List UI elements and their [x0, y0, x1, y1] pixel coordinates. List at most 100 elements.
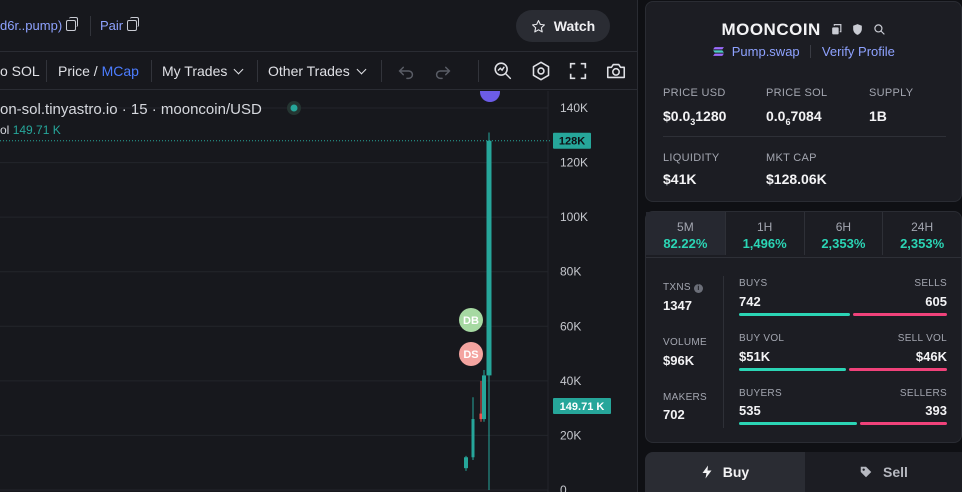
sellers-value: 393 [925, 403, 947, 418]
price-axis-tick: 20K [560, 428, 581, 442]
last-price-tag [553, 132, 591, 149]
chart-header: d6r..pump) Pair Watch [0, 0, 637, 52]
chart-toolbar: o SOL Price / MCap My Trades Other Trade… [0, 52, 637, 90]
price-axis-tick: 40K [560, 374, 581, 388]
price-axis-tick: 140K [560, 101, 588, 115]
mcap-option: MCap [101, 63, 139, 79]
info-icon[interactable]: i [693, 284, 703, 293]
buys-ratio-bar [739, 313, 850, 316]
buy-label: Buy [722, 464, 750, 480]
price-mcap-toggle[interactable]: Price / MCap [58, 63, 139, 79]
sell-label: Sell [883, 464, 908, 480]
watch-label: Watch [553, 18, 596, 34]
settings-icon[interactable] [530, 60, 552, 82]
price-chart[interactable]: 140K 120K 100K 80K 60K 40K 20K 0 DB DS 128K 149.71 … [0, 91, 638, 492]
chart-panel: d6r..pump) Pair Watch o SOL Price / MCap… [0, 0, 638, 492]
buyers-ratio-bar [739, 422, 857, 425]
chart-canvas[interactable]: 140K 120K 100K 80K 60K 40K 20K 0 DB DS 128K 149.71 … [0, 91, 638, 492]
price-sol-main: 0.0 [766, 108, 786, 124]
solana-icon [713, 47, 725, 56]
divider [810, 45, 812, 58]
txns-label-text: TXNS [663, 282, 691, 293]
divider [478, 60, 479, 82]
sell-vol-ratio-bar [849, 368, 947, 371]
timeframe-tab-5m[interactable]: 5M 82.22% [646, 212, 725, 255]
buyers-label: BUYERS [739, 388, 782, 399]
divider [381, 60, 382, 82]
timeframe-change: 2,353% [821, 236, 866, 251]
dex-link[interactable]: Pump.swap [731, 44, 800, 59]
price-usd-main: $0.0 [663, 108, 691, 124]
other-trades-label: Other Trades [268, 63, 350, 79]
currency-toggle-sol[interactable]: o SOL [0, 63, 40, 79]
watch-button[interactable]: Watch [516, 10, 610, 42]
buy-vol-ratio-bar [739, 368, 846, 371]
price-sol-zeros: 6 [785, 116, 791, 127]
buys-label: BUYS [739, 278, 768, 289]
dev-buy-marker [459, 308, 483, 332]
candle-body [486, 140, 492, 376]
my-trades-label: My Trades [162, 63, 228, 79]
price-axis-tick: 60K [560, 319, 581, 333]
price-usd-zeros: 3 [690, 116, 696, 127]
divider [257, 60, 258, 82]
indicator-search-icon[interactable] [492, 60, 514, 82]
pair-text: Pair [100, 18, 124, 33]
timeframe-label: 5M [677, 220, 694, 234]
volume-tag [553, 398, 611, 414]
copy-icon[interactable] [830, 23, 843, 36]
undo-icon[interactable] [395, 60, 417, 82]
supply-label: SUPPLY [869, 87, 914, 99]
divider [723, 276, 724, 428]
search-icon[interactable] [873, 23, 886, 36]
redo-icon[interactable] [432, 60, 454, 82]
buyers-value: 535 [739, 403, 761, 418]
star-icon [531, 19, 545, 32]
timeframe-tab-6h[interactable]: 6H 2,353% [803, 212, 883, 255]
candle-body [482, 375, 486, 420]
volume-tag-label: 149.71 K [560, 401, 605, 413]
divider [663, 136, 946, 137]
price-usd-value: $0.031280 [663, 108, 726, 127]
buy-vol-label: BUY VOL [739, 333, 785, 344]
sellers-label: SELLERS [899, 388, 947, 399]
price-axis-tick: 100K [560, 210, 588, 224]
divider [151, 60, 152, 82]
token-address[interactable]: d6r..pump) [0, 17, 79, 33]
other-trades-dropdown[interactable]: Other Trades [268, 63, 367, 79]
price-axis-tick: 120K [560, 156, 588, 170]
pair-link[interactable]: Pair [100, 17, 140, 33]
copy-icon[interactable] [66, 17, 79, 31]
timeframe-tab-24h[interactable]: 24H 2,353% [882, 212, 961, 255]
sellers-ratio-bar [860, 422, 947, 425]
dev-sell-marker [459, 342, 483, 366]
token-name: MOONCOIN [721, 20, 821, 39]
price-option: Price [58, 63, 90, 79]
verify-profile-link[interactable]: Verify Profile [821, 44, 895, 59]
chevron-down-icon [233, 64, 244, 75]
timeframe-change: 1,496% [742, 236, 787, 251]
liquidity-label: LIQUIDITY [663, 152, 720, 164]
copy-icon[interactable] [127, 17, 140, 31]
txns-value: 1347 [663, 298, 692, 313]
price-sol-value: 0.067084 [766, 108, 822, 127]
buy-tab[interactable]: Buy [645, 452, 805, 492]
shield-icon[interactable] [851, 23, 864, 36]
timeframe-tab-1h[interactable]: 1H 1,496% [724, 212, 804, 255]
camera-icon[interactable] [605, 60, 627, 82]
supply-value: 1B [869, 108, 887, 124]
candle-body [471, 419, 475, 458]
volume-value: $96K [663, 353, 695, 368]
timeframe-label: 1H [756, 220, 773, 234]
candle-body [479, 413, 483, 420]
token-address-text: d6r..pump) [0, 18, 63, 33]
chevron-down-icon [356, 64, 367, 75]
token-links: Pump.swap Verify Profile [646, 44, 961, 59]
lightning-icon [702, 465, 712, 479]
sell-tab[interactable]: Sell [805, 452, 962, 492]
my-trades-dropdown[interactable]: My Trades [162, 63, 244, 79]
fullscreen-icon[interactable] [567, 60, 589, 82]
divider [646, 257, 961, 258]
sell-vol-value: $46K [915, 349, 947, 364]
candle-body [464, 457, 468, 469]
